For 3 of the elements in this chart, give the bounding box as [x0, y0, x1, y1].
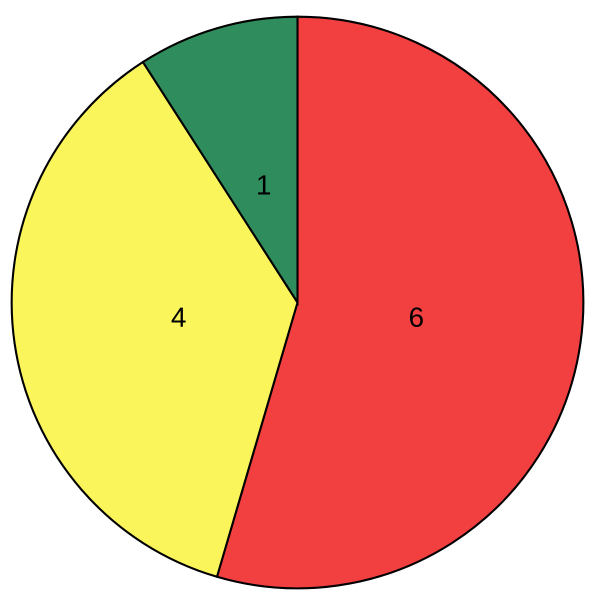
data-label: 4: [172, 308, 186, 327]
data-label: 6: [410, 307, 423, 328]
data-label: 1: [258, 175, 270, 194]
